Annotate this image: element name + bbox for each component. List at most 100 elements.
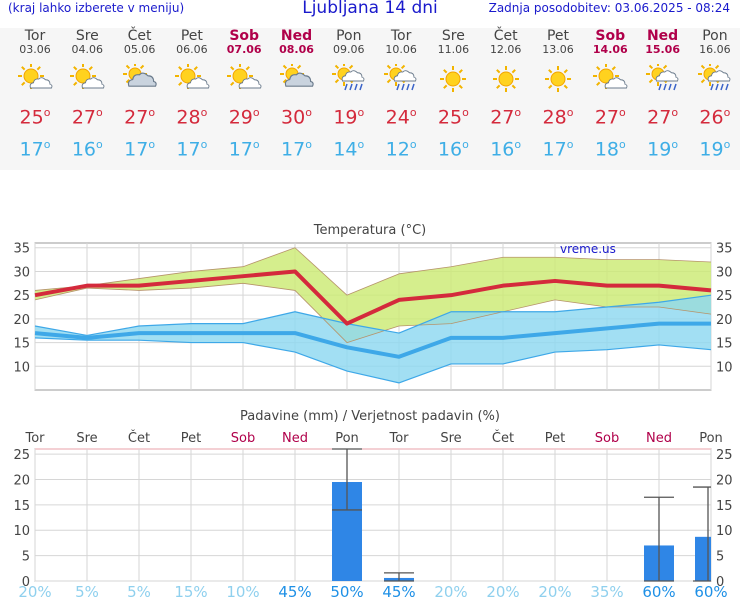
rain-drop bbox=[354, 83, 358, 91]
sun-icon bbox=[492, 66, 519, 92]
sun-disc bbox=[550, 71, 566, 87]
precipitation-plot-frame bbox=[34, 448, 712, 582]
precip-probability-label: 45% bbox=[382, 583, 415, 600]
max-temperature-value: 19 bbox=[333, 106, 358, 129]
sun-ray bbox=[662, 64, 667, 70]
precip-day-label: Ned bbox=[646, 431, 672, 446]
cloud-shape bbox=[81, 77, 105, 89]
precip-day-label: Pon bbox=[335, 431, 359, 446]
sun-ray bbox=[386, 64, 392, 70]
temperature-chart-title: Temperatura (°C) bbox=[313, 223, 426, 238]
max-temperature-value: 29 bbox=[228, 106, 253, 129]
sun-ray bbox=[648, 64, 653, 70]
min-temperature-value: 16 bbox=[437, 138, 463, 161]
sun-ray bbox=[563, 84, 568, 89]
precip-probability-label: 20% bbox=[486, 583, 519, 600]
sun-ray bbox=[459, 69, 464, 74]
precip-probability-label: 50% bbox=[330, 583, 363, 600]
day-name: Sob bbox=[595, 28, 626, 44]
day-date: 08.06 bbox=[279, 43, 314, 56]
sun-ray bbox=[386, 78, 392, 84]
day-name: Tor bbox=[24, 28, 46, 44]
degree-mark: o bbox=[409, 138, 417, 152]
max-temperature-value: 27 bbox=[124, 106, 149, 129]
degree-mark: o bbox=[305, 138, 312, 152]
rain-drop bbox=[396, 83, 400, 91]
day-column: Sob 14.06 27o 18o bbox=[584, 28, 636, 161]
cloud-outline bbox=[186, 77, 210, 89]
degree-mark: o bbox=[200, 138, 208, 152]
max-temperature: 28o bbox=[532, 102, 584, 128]
precip-probability-label: 20% bbox=[18, 583, 51, 600]
sun-rain-icon bbox=[697, 64, 731, 91]
sun-disc bbox=[445, 71, 461, 87]
sun-ray bbox=[230, 81, 235, 86]
precip-ytick-left: 10 bbox=[13, 524, 30, 539]
max-temperature-value: 25 bbox=[437, 106, 463, 129]
sun-ray bbox=[139, 64, 144, 70]
min-temperature-value: 17 bbox=[19, 138, 44, 161]
precip-day-label: Čet bbox=[492, 430, 514, 446]
max-temperature-value: 25 bbox=[19, 106, 44, 129]
precip-ytick-right: 20 bbox=[716, 473, 733, 488]
sun-ray bbox=[230, 66, 235, 71]
degree-mark: o bbox=[723, 106, 731, 119]
precip-day-label: Pet bbox=[181, 431, 201, 446]
rain-drop bbox=[667, 83, 672, 91]
sun-ray bbox=[282, 64, 287, 70]
precip-probability-label: 60% bbox=[642, 583, 675, 600]
temperature-ytick-left: 30 bbox=[13, 265, 30, 280]
min-temperature: 12o bbox=[375, 134, 427, 160]
sun-ray bbox=[596, 66, 601, 71]
sun-ray bbox=[334, 78, 339, 84]
day-name: Pon bbox=[702, 28, 728, 44]
rain-drop bbox=[725, 83, 729, 91]
min-temperature-value: 17 bbox=[281, 138, 306, 161]
day-column: Ned 15.06 27o 19o bbox=[637, 28, 689, 161]
sun-ray bbox=[88, 66, 94, 71]
cloudy-sun-icon bbox=[122, 64, 157, 87]
day-name: Ned bbox=[280, 28, 313, 44]
min-temperature: 16o bbox=[480, 134, 532, 160]
temperature-ytick-right: 15 bbox=[716, 337, 733, 352]
day-name: Pet bbox=[546, 28, 570, 44]
max-temperature-value: 24 bbox=[385, 106, 410, 129]
sun-icon bbox=[440, 66, 467, 92]
min-temperature: 14o bbox=[323, 134, 375, 160]
min-temperature: 17o bbox=[532, 134, 584, 160]
day-column: Čet 12.06 27o 16o bbox=[480, 28, 532, 161]
rain-drop bbox=[401, 83, 405, 91]
degree-mark: o bbox=[357, 106, 365, 119]
max-temperature-value: 27 bbox=[490, 106, 515, 129]
day-date: 11.06 bbox=[437, 43, 470, 56]
cloud-shape bbox=[284, 72, 314, 87]
degree-mark: o bbox=[43, 138, 51, 152]
day-column: Sre 11.06 25o 16o bbox=[427, 28, 479, 161]
degree-mark: o bbox=[723, 138, 731, 152]
temperature-ytick-left: 10 bbox=[13, 360, 30, 375]
cloud-outline bbox=[81, 77, 105, 89]
precip-ytick-left: 0 bbox=[22, 575, 30, 590]
sun-cloud-icon bbox=[18, 64, 53, 89]
min-temperature-value: 12 bbox=[385, 138, 410, 161]
watermark: vreme.us bbox=[560, 242, 616, 256]
day-date: 07.06 bbox=[226, 43, 262, 56]
day-date: 12.06 bbox=[489, 43, 522, 56]
min-temperature: 16o bbox=[427, 134, 479, 160]
min-temperature-value: 19 bbox=[647, 138, 672, 161]
degree-mark: o bbox=[566, 138, 574, 152]
sun-ray bbox=[193, 66, 198, 71]
cloud-outline bbox=[284, 72, 314, 87]
precip-ytick-right: 5 bbox=[716, 550, 724, 565]
max-temperature: 24o bbox=[375, 102, 427, 128]
cloud-shape bbox=[341, 70, 365, 82]
temperature-ytick-left: 35 bbox=[13, 242, 30, 257]
max-temperature: 25o bbox=[427, 102, 479, 128]
min-temperature-value: 17 bbox=[228, 138, 253, 161]
day-column: Tor 03.06 25o 17o bbox=[9, 28, 61, 161]
degree-mark: o bbox=[619, 106, 626, 119]
min-range-upper-edge bbox=[34, 294, 712, 337]
rain-drop bbox=[662, 83, 667, 91]
cloud-outline bbox=[604, 77, 628, 89]
degree-mark: o bbox=[357, 138, 365, 152]
